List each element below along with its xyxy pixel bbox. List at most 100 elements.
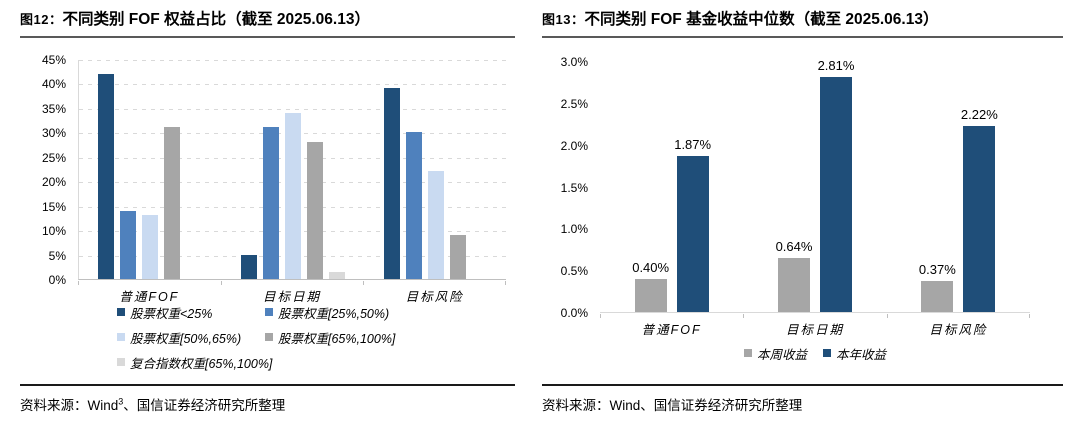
y-axis-label: 40%	[41, 77, 66, 92]
plot-area	[78, 60, 506, 280]
y-axis-label: 2.0%	[560, 138, 588, 153]
bar	[285, 112, 301, 279]
legend-swatch	[823, 349, 831, 357]
legend-item: 本周收益	[743, 345, 807, 362]
y-axis-label: 45%	[41, 53, 66, 67]
legend-label: 股票权重<25%	[130, 306, 213, 321]
bar	[142, 215, 159, 279]
x-axis-tick	[505, 281, 506, 285]
figure-12-panel: 图12：不同类别 FOF 权益占比（截至 2025.06.13） 0% 5% 10%…	[20, 0, 515, 424]
category-label: 目标日期	[785, 323, 844, 337]
legend-label: 本年收益	[836, 347, 887, 362]
y-axis-label: 30%	[41, 126, 66, 141]
legend-item: 股票权重[65%,100%]	[265, 329, 396, 346]
bar	[778, 258, 810, 312]
figure-13-title-text: 不同类别 FOF 基金收益中位数（截至 2025.06.13）	[584, 11, 939, 28]
y-axis-label: 15%	[41, 199, 66, 214]
bar	[921, 281, 954, 312]
gridline	[79, 60, 506, 61]
bar	[164, 127, 181, 279]
legend-swatch	[117, 358, 125, 366]
legend-swatch	[117, 333, 125, 341]
figure-12-title-text: 不同类别 FOF 权益占比（截至 2025.06.13）	[62, 11, 370, 28]
figure-13-title: 图13：不同类别 FOF 基金收益中位数（截至 2025.06.13）	[542, 7, 938, 29]
figure-12-title-underline	[20, 36, 515, 38]
bar	[383, 88, 400, 279]
x-axis-tick	[886, 314, 888, 318]
x-axis-tick	[78, 281, 79, 285]
plot-area: 0.40% 1.87% 0.64% 2.81% 0.37% 2.22%	[600, 58, 1030, 313]
y-axis-label: 1.0%	[560, 222, 588, 237]
figure-13-inner: 图13：不同类别 FOF 基金收益中位数（截至 2025.06.13） 0.40…	[542, 0, 1063, 424]
source-text: 、国信证券经济研究所整理	[640, 398, 803, 413]
legend-item: 股票权重[50%,65%)	[117, 329, 242, 346]
bar	[820, 76, 852, 312]
figure-12-title: 图12：不同类别 FOF 权益占比（截至 2025.06.13）	[20, 7, 370, 29]
y-axis-label: 35%	[41, 101, 66, 116]
value-label: 1.87%	[674, 136, 712, 152]
bar	[263, 127, 279, 279]
figure-13-source-note: 资料来源：Wind、国信证券经济研究所整理	[542, 394, 802, 414]
legend-swatch	[265, 333, 273, 341]
legend-swatch	[743, 349, 752, 357]
bar	[449, 235, 466, 279]
median-return-bar-chart: 0.40% 1.87% 0.64% 2.81% 0.37% 2.22% 0.0% 0.5% 1.…	[542, 0, 1063, 424]
legend: 本周收益 本年收益	[600, 345, 1030, 362]
value-label: 0.37%	[918, 262, 956, 278]
y-axis-label: 5%	[48, 248, 66, 263]
x-axis-tick	[743, 314, 745, 318]
legend-item: 股票权重<25%	[117, 304, 213, 321]
x-axis-tick	[363, 281, 365, 285]
category-label: 目标风险	[405, 290, 464, 304]
figure-13-title-underline	[542, 36, 1063, 38]
y-axis-label: 20%	[41, 175, 66, 190]
bar	[120, 210, 137, 279]
category-label: 目标日期	[262, 290, 321, 304]
bar	[427, 171, 444, 279]
gridline	[79, 84, 506, 86]
y-axis-label: 0.5%	[560, 264, 588, 279]
bar	[241, 254, 257, 279]
bar	[963, 126, 996, 312]
legend-label: 股票权重[50%,65%)	[130, 331, 242, 346]
y-axis-label: 0%	[48, 273, 66, 287]
value-label: 2.22%	[960, 107, 998, 123]
category-label: 目标风险	[929, 323, 988, 337]
legend-item: 本年收益	[823, 345, 887, 362]
y-axis-label: 2.5%	[560, 96, 588, 111]
legend-label: 股票权重[65%,100%]	[278, 331, 396, 346]
legend-item: 股票权重[25%,50%)	[265, 304, 389, 321]
value-label: 0.64%	[775, 239, 813, 255]
x-axis-tick	[220, 281, 222, 285]
legend-label: 本周收益	[756, 347, 807, 362]
legend-swatch	[265, 308, 273, 316]
bar	[676, 155, 709, 312]
figure-12-label: 图12：	[20, 12, 63, 27]
legend-swatch	[117, 308, 125, 316]
legend-label: 复合指数权重[65%,100%]	[130, 356, 273, 371]
y-axis-label: 0.0%	[560, 306, 588, 320]
bar	[634, 278, 667, 312]
x-axis-tick	[600, 314, 601, 318]
bar	[329, 271, 345, 279]
y-axis-label: 25%	[41, 150, 66, 165]
y-axis-label: 3.0%	[560, 55, 588, 69]
value-label: 0.40%	[632, 259, 670, 275]
figure-12-source-note: 资料来源：Wind3、国信证券经济研究所整理	[20, 394, 285, 414]
figure-12-inner: 图12：不同类别 FOF 权益占比（截至 2025.06.13） 0% 5% 10%…	[20, 0, 515, 424]
x-axis-tick	[1029, 314, 1030, 318]
category-label: 普通FOF	[119, 290, 180, 304]
y-axis-label: 1.5%	[560, 180, 588, 195]
bar	[405, 132, 422, 279]
source-superscript: 3	[118, 396, 124, 407]
y-axis-label: 10%	[41, 224, 66, 239]
bar	[307, 142, 323, 279]
legend-item: 复合指数权重[65%,100%]	[117, 354, 273, 371]
category-label: 普通FOF	[641, 323, 702, 337]
figure-13-label: 图13：	[542, 12, 585, 27]
figure-13-source-divider	[542, 384, 1063, 386]
figure-12-source-divider	[20, 384, 515, 386]
bar	[98, 73, 115, 279]
value-label: 2.81%	[817, 57, 855, 73]
